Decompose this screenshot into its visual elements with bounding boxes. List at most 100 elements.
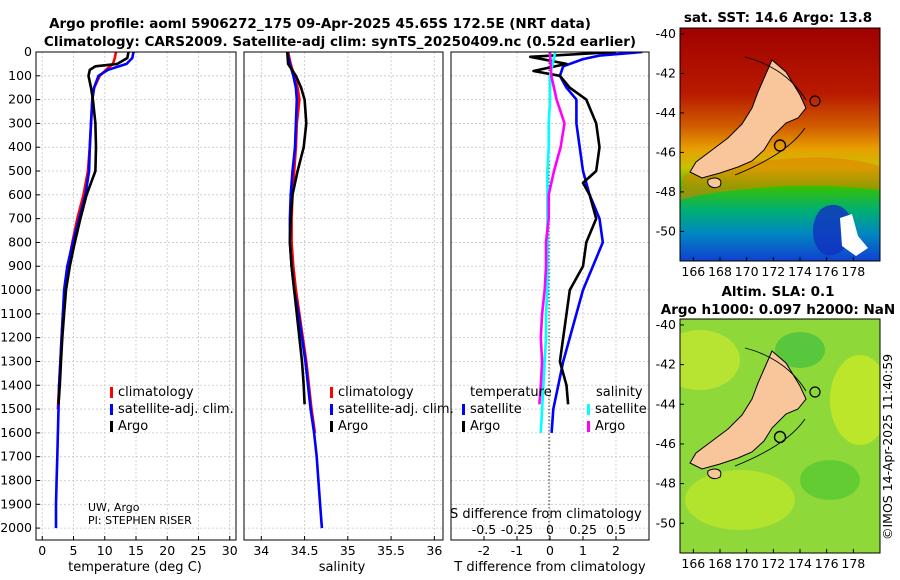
y-tick-label: 700 bbox=[8, 211, 32, 226]
x-top-tick-label: 0.5 bbox=[606, 522, 626, 537]
x-tick-label: -1 bbox=[511, 543, 523, 558]
legend-title-salinity: salinity bbox=[596, 385, 643, 400]
y-tick-label: 1900 bbox=[0, 496, 32, 511]
lon-tick-label: 170 bbox=[735, 556, 759, 571]
y-tick-label: 1300 bbox=[0, 353, 32, 368]
legend-label-climatology: climatology bbox=[118, 385, 194, 400]
x-tick-label: 30 bbox=[222, 543, 238, 558]
series-line-argo bbox=[286, 52, 308, 405]
salinity-xlabel: salinity bbox=[319, 560, 366, 575]
legend-marker-s-argo bbox=[587, 421, 590, 432]
salinity-x-axis: 34 34.5 35 35.5 36 bbox=[253, 536, 442, 558]
s-difference-label: S difference from climatology bbox=[450, 507, 642, 522]
x-tick-label: 0 bbox=[546, 543, 554, 558]
salinity-grid bbox=[244, 51, 443, 540]
x-tick-label: 34 bbox=[253, 543, 269, 558]
sla-map-title-line2: Argo h1000: 0.097 h2000: NaN bbox=[661, 302, 895, 318]
sla-map: Altim. SLA: 0.1 Argo h1000: 0.097 h2000:… bbox=[656, 284, 896, 571]
lon-tick-label: 166 bbox=[681, 264, 705, 279]
lon-tick-label: 176 bbox=[815, 264, 839, 279]
temperature-xlabel: temperature (deg C) bbox=[68, 560, 202, 575]
profile-location-marker bbox=[773, 139, 787, 152]
legend-label-t-argo: Argo bbox=[470, 419, 500, 434]
y-tick-label: 400 bbox=[8, 139, 32, 154]
stewart-island-land bbox=[707, 177, 722, 189]
legend-label-satellite: satellite-adj. clim. bbox=[338, 402, 454, 417]
lat-tick-label: -48 bbox=[656, 184, 676, 199]
y-tick-label: 1500 bbox=[0, 401, 32, 416]
t-difference-label: T difference from climatology bbox=[453, 560, 646, 575]
legend-label-climatology: climatology bbox=[338, 385, 414, 400]
new-zealand-land bbox=[689, 350, 807, 470]
difference-lines bbox=[528, 52, 643, 433]
lat-tick-label: -48 bbox=[656, 476, 676, 491]
legend-marker-climatology bbox=[330, 387, 333, 398]
legend-title-temperature: temperature bbox=[470, 385, 552, 400]
legend-label-t-satellite: satellite bbox=[470, 402, 522, 417]
legend-marker-climatology bbox=[110, 387, 113, 398]
legend-marker-satellite bbox=[110, 404, 113, 415]
x-tick-label: 1 bbox=[579, 543, 587, 558]
lat-tick-label: -42 bbox=[656, 357, 676, 372]
sst-map-latitude-axis: -40 -42 -44 -46 -48 -50 bbox=[656, 26, 684, 238]
salinity-legend: climatology satellite-adj. clim. Argo bbox=[330, 385, 454, 434]
y-tick-label: 1100 bbox=[0, 306, 32, 321]
x-tick-label: 20 bbox=[159, 543, 175, 558]
island-contour bbox=[809, 386, 821, 398]
legend-label-argo: Argo bbox=[118, 419, 148, 434]
lon-tick-label: 172 bbox=[761, 556, 785, 571]
pi-note: PI: STEPHEN RISER bbox=[88, 514, 192, 527]
legend-label-satellite: satellite-adj. clim. bbox=[118, 402, 234, 417]
x-top-tick-label: 0 bbox=[546, 522, 554, 537]
bathymetry-contour bbox=[734, 347, 807, 467]
legend-label-argo: Argo bbox=[338, 419, 368, 434]
legend-marker-t-satellite bbox=[462, 404, 465, 415]
s-difference-legend: salinity satellite Argo bbox=[587, 385, 647, 434]
figure-title-line1: Argo profile: aoml 5906272_175 09-Apr-20… bbox=[49, 16, 591, 32]
x-top-tick-label: 0.25 bbox=[569, 522, 597, 537]
x-tick-label: 35.5 bbox=[377, 543, 405, 558]
temperature-grid bbox=[36, 51, 236, 540]
series-line-satellite-adj-clim- bbox=[54, 52, 135, 529]
lon-tick-label: 170 bbox=[735, 264, 759, 279]
y-tick-label: 200 bbox=[8, 92, 32, 107]
lat-tick-label: -40 bbox=[656, 317, 676, 332]
series-line-climatology bbox=[56, 52, 118, 410]
legend-label-s-satellite: satellite bbox=[595, 402, 647, 417]
sst-map-frame bbox=[679, 27, 881, 262]
y-tick-label: 1200 bbox=[0, 330, 32, 345]
y-tick-label: 1400 bbox=[0, 377, 32, 392]
y-tick-label: 1700 bbox=[0, 449, 32, 464]
x-tick-label: -2 bbox=[478, 543, 490, 558]
series-line-argo bbox=[57, 52, 130, 405]
sla-map-longitude-axis: 166 168 170 172 174 176 178 bbox=[681, 549, 865, 571]
lat-tick-label: -50 bbox=[656, 223, 676, 238]
sst-map: sat. SST: 14.6 Argo: 13.8 166 168 170 172 17… bbox=[656, 10, 881, 279]
y-tick-label: 900 bbox=[8, 258, 32, 273]
legend-marker-argo bbox=[330, 421, 333, 432]
salinity-frame bbox=[243, 51, 444, 541]
sst-map-longitude-axis: 166 168 170 172 174 176 178 bbox=[681, 257, 865, 279]
sla-anomaly-high bbox=[680, 330, 740, 390]
x-tick-label: 34.5 bbox=[291, 543, 319, 558]
sla-map-latitude-axis: -40 -42 -44 -46 -48 -50 bbox=[656, 317, 684, 530]
y-tick-label: 100 bbox=[8, 68, 32, 83]
sst-missing-data bbox=[840, 214, 868, 256]
difference-panel: -2 -1 0 1 2 -0.5 -0.25 0 0.25 0.5 S difference f… bbox=[450, 51, 650, 575]
lat-tick-label: -46 bbox=[656, 144, 676, 159]
x-top-tick-label: -0.25 bbox=[501, 522, 533, 537]
sla-anomaly-high bbox=[685, 470, 795, 530]
lat-tick-label: -46 bbox=[656, 436, 676, 451]
temperature-legend: climatology satellite-adj. clim. Argo bbox=[110, 385, 234, 434]
island-contour bbox=[809, 95, 821, 107]
y-tick-label: 600 bbox=[8, 187, 32, 202]
lat-tick-label: -44 bbox=[656, 396, 676, 411]
temperature-panel: 0100200300400500600700800900100011001200… bbox=[0, 44, 238, 575]
x-tick-label: 36 bbox=[426, 543, 442, 558]
legend-marker-s-satellite bbox=[587, 404, 590, 415]
imos-credit: ©IMOS 14-Apr-2025 11:40:59 bbox=[880, 354, 895, 540]
lat-tick-label: -44 bbox=[656, 105, 676, 120]
data-centre-note: UW, Argo bbox=[88, 501, 140, 514]
profile-location-marker bbox=[773, 430, 787, 444]
